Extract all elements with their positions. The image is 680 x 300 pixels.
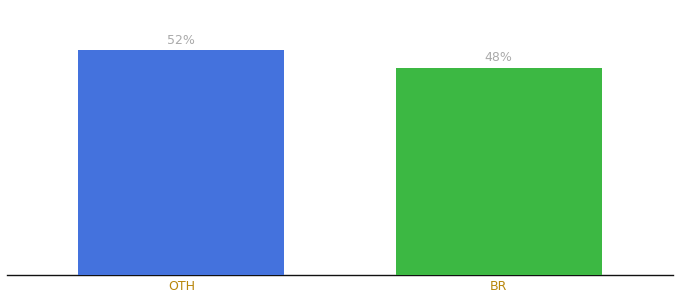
- Bar: [78, 50, 284, 275]
- Bar: [396, 68, 602, 275]
- Text: 52%: 52%: [167, 34, 195, 47]
- Text: 48%: 48%: [485, 51, 513, 64]
